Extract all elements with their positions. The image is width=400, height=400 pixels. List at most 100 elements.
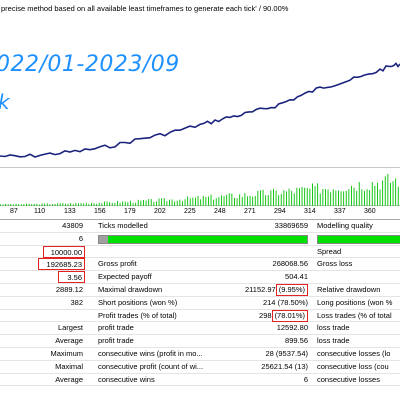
spread-label: Spread xyxy=(317,246,342,256)
volume-bar xyxy=(75,202,77,206)
average-profit-trade-label: profit trade xyxy=(98,336,134,346)
volume-bar xyxy=(117,201,118,206)
maximal-drawdown-amount: 21152.97 xyxy=(245,285,276,294)
volume-bar xyxy=(44,203,46,206)
volume-bar xyxy=(278,195,280,206)
average-consecutive-wins-label: consecutive wins xyxy=(98,374,155,384)
volume-bar xyxy=(247,196,248,206)
table-row: 192685.23 Gross profit 268068.56 Gross l… xyxy=(0,258,400,272)
largest-label: Largest xyxy=(57,323,83,333)
volume-bar xyxy=(306,188,308,206)
volume-bar xyxy=(143,200,144,206)
volume-bar xyxy=(80,203,82,206)
x-tick-label: 360 xyxy=(364,208,376,215)
relative-drawdown-label: Relative drawdown xyxy=(317,285,381,294)
volume-bar xyxy=(327,189,329,206)
volume-bar xyxy=(13,204,14,206)
table-row: 2889.12 Maximal drawdown 21152.97 (9.95%)… xyxy=(0,284,400,297)
volume-bar xyxy=(244,193,246,206)
volume-bar xyxy=(379,189,381,206)
volume-bar xyxy=(382,180,384,206)
volume-bar xyxy=(176,200,178,206)
x-tick-label: 202 xyxy=(154,208,166,215)
profit-trades-label: Profit trades (% of total) xyxy=(98,310,177,320)
volume-bar xyxy=(169,199,170,206)
volume-bar xyxy=(200,199,202,206)
volume-bar xyxy=(189,198,191,206)
volume-bar xyxy=(104,201,105,206)
report-header-text: precise method based on all available le… xyxy=(1,4,289,13)
total-net-profit-value: 192685.23 xyxy=(38,258,85,271)
table-row: 6 xyxy=(0,233,400,246)
volume-bar xyxy=(312,183,313,206)
profit-trades-count: 298 xyxy=(259,310,272,320)
table-row: Maximal consecutive profit (count of wi.… xyxy=(0,361,400,374)
volume-bar xyxy=(299,188,300,206)
modelling-quality-bar xyxy=(98,234,308,244)
maximal-label: Maximal xyxy=(55,361,83,371)
table-row: 382 Short positions (won %) 214 (78.50%)… xyxy=(0,297,400,310)
average-label: Average xyxy=(55,336,83,346)
expected-payoff-label: Expected payoff xyxy=(98,272,152,282)
profit-trades-percent: (78.01%) xyxy=(271,309,308,322)
volume-bar xyxy=(26,203,27,206)
volume-bar xyxy=(187,196,189,206)
bars-value: 43809 xyxy=(62,221,83,230)
volume-bar xyxy=(119,202,121,206)
volume-bar xyxy=(387,174,389,206)
volume-bar xyxy=(228,193,230,206)
volume-bar xyxy=(179,199,181,206)
short-positions-value: 214 (78.50%) xyxy=(262,297,308,307)
volume-bar xyxy=(70,203,72,206)
volume-bar xyxy=(72,204,74,206)
volume-bar xyxy=(234,197,235,206)
volume-bar xyxy=(395,178,397,206)
row-value: 6 xyxy=(78,233,83,243)
largest-profit-trade-value: 12592.80 xyxy=(276,323,308,333)
expected-payoff-value: 504.41 xyxy=(285,272,308,282)
volume-bar xyxy=(231,193,233,206)
volume-bar xyxy=(296,187,298,206)
volume-bar xyxy=(330,192,332,206)
x-tick-label: 337 xyxy=(334,208,346,215)
volume-bar xyxy=(20,204,22,206)
ticks-modelled-value: 33869659 xyxy=(274,221,308,230)
volume-bar xyxy=(67,203,69,206)
volume-bar xyxy=(49,204,51,206)
volume-bar xyxy=(309,188,311,206)
volume-bar xyxy=(332,189,334,206)
volume-bar xyxy=(205,197,207,206)
volume-bar xyxy=(163,198,165,206)
volume-bar xyxy=(262,189,264,206)
volume-bar xyxy=(5,203,7,206)
volume-bar xyxy=(280,193,282,206)
average-consecutive-wins-value: 6 xyxy=(303,374,308,384)
volume-bar xyxy=(148,199,150,206)
volume-bar xyxy=(10,204,12,206)
volume-bar xyxy=(361,189,363,206)
x-tick-label: 294 xyxy=(274,208,286,215)
maximal-drawdown-label: Maximal drawdown xyxy=(98,285,163,294)
volume-bar xyxy=(384,176,386,206)
volume-bar xyxy=(377,182,378,206)
volume-bar xyxy=(101,203,103,206)
volume-bar xyxy=(270,190,272,206)
largest-profit-trade-label: profit trade xyxy=(98,323,134,333)
volume-bar xyxy=(7,204,9,206)
volume-bar xyxy=(23,204,25,206)
volume-bar xyxy=(150,199,152,206)
volume-bar xyxy=(111,203,113,206)
volume-bar xyxy=(197,196,199,206)
volume-bar xyxy=(338,190,339,206)
volume-bar xyxy=(132,202,134,206)
volume-bar xyxy=(36,203,38,206)
long-positions-label: Long positions (won % xyxy=(317,297,393,307)
volume-bar xyxy=(215,198,217,206)
volume-bar xyxy=(39,204,40,206)
volume-bar xyxy=(241,197,243,206)
volume-bar xyxy=(0,204,1,206)
max-consecutive-wins-value: 28 (9537.54) xyxy=(265,349,308,358)
volume-bar xyxy=(15,203,17,206)
average-profit-trade-value: 899.56 xyxy=(285,336,308,346)
volume-bar xyxy=(195,197,196,206)
